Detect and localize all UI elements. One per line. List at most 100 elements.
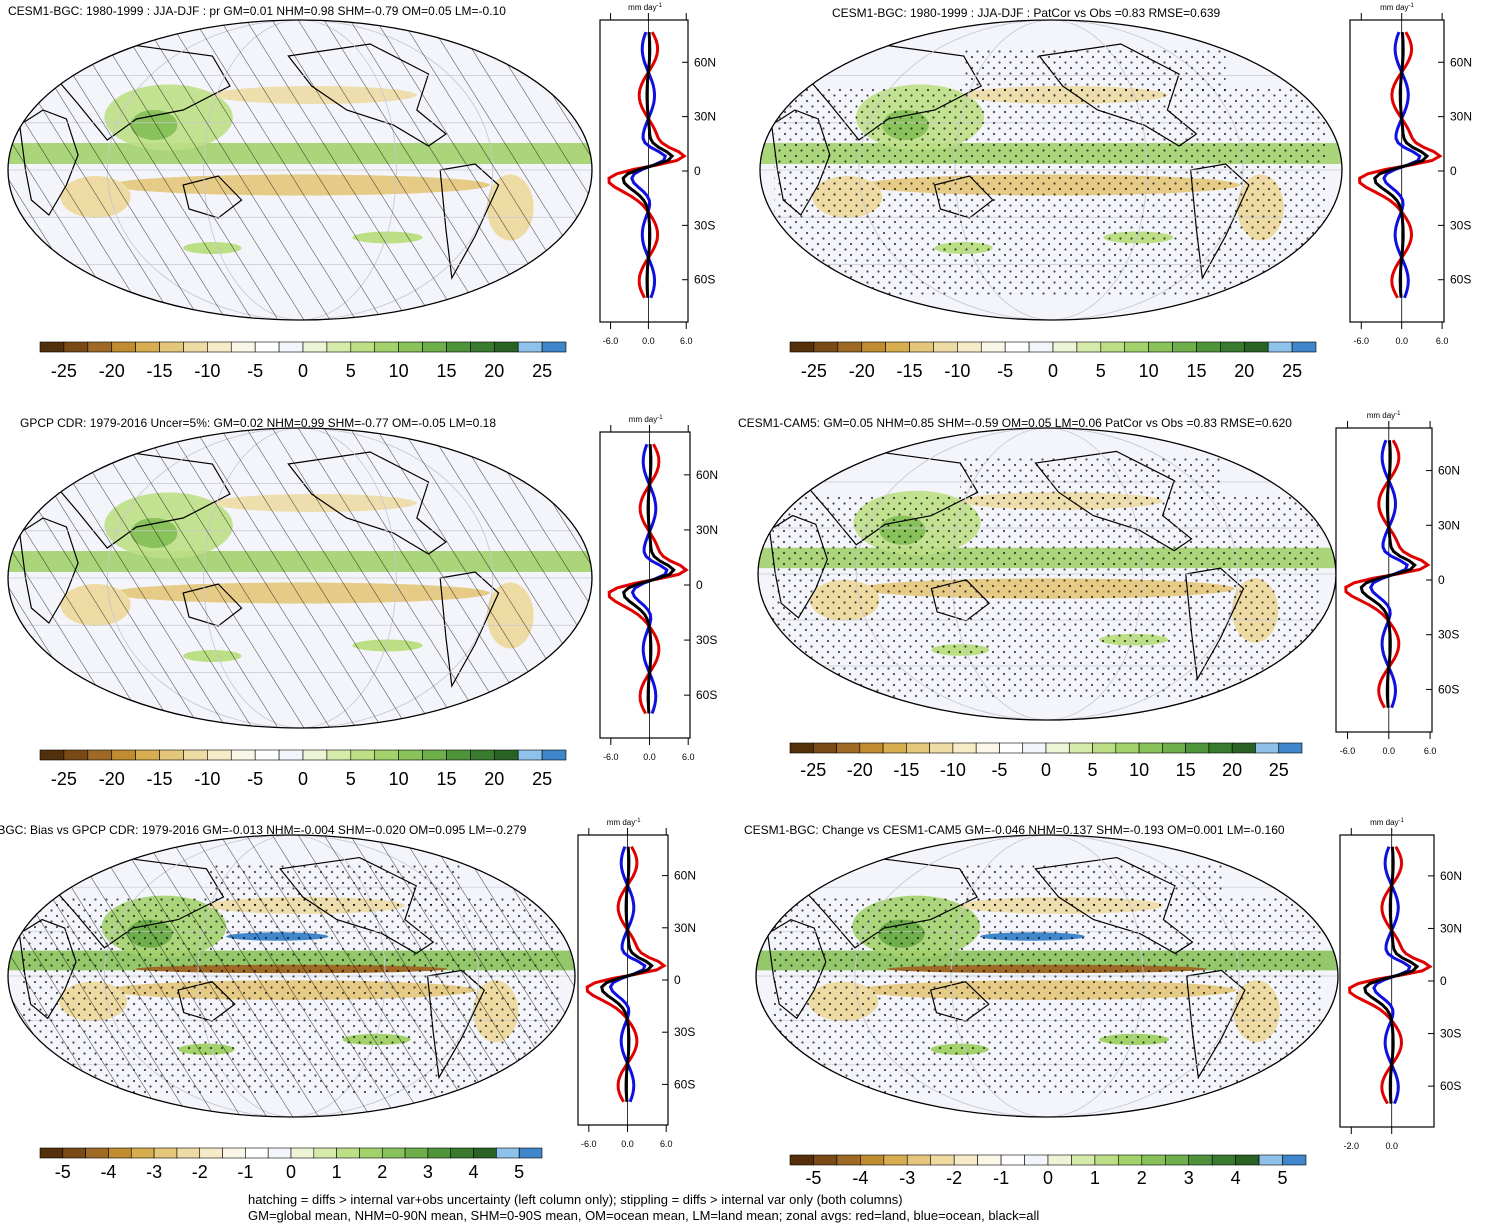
colorbar-swatch (952, 742, 977, 754)
colorbar-swatch (1045, 742, 1070, 754)
lat-label: 30S (1440, 1027, 1461, 1041)
colorbar-swatch (541, 749, 567, 761)
colorbar-swatch (336, 1147, 360, 1159)
panel-title: CESM1-BGC: 1980-1999 : JJA-DJF : PatCor … (832, 6, 1221, 20)
colorbar-label: 2 (1137, 1168, 1147, 1188)
colorbar-swatch (1024, 1154, 1049, 1166)
colorbar-label: -5 (991, 760, 1007, 780)
lat-label: 30S (694, 218, 715, 232)
colorbar-swatch (813, 1154, 838, 1166)
colorbar-label: 20 (1222, 760, 1242, 780)
zonal-frame (599, 19, 689, 323)
colorbar-label: 0 (298, 361, 308, 381)
colorbar-label: -20 (99, 361, 125, 381)
colorbar-swatch (861, 341, 886, 353)
colorbar-swatch (1291, 341, 1317, 353)
colorbar-label: 5 (1278, 1168, 1288, 1188)
stippling-region (959, 863, 1222, 906)
zonal-frame (1335, 427, 1433, 733)
colorbar-swatch (518, 1147, 543, 1159)
colorbar-swatch (812, 742, 837, 754)
colorbar-label: 5 (1096, 361, 1106, 381)
colorbar-label: -15 (897, 361, 923, 381)
colorbar-swatch (267, 1147, 292, 1159)
map-field (756, 835, 1338, 1117)
colorbar-swatch (245, 1147, 269, 1159)
colorbar-swatch (1211, 1154, 1236, 1166)
panel-climatology-bgc-patcor: CESM1-BGC: 1980-1999 : JJA-DJF : PatCor … (750, 0, 1493, 400)
map-field (8, 835, 575, 1117)
colorbar-swatch (470, 341, 495, 353)
map-field (758, 428, 1336, 720)
colorbar-label: -15 (147, 769, 173, 789)
panel-title: CESM1-BGC: 1980-1999 : JJA-DJF : pr GM=0… (8, 4, 506, 18)
colorbar-swatch (87, 749, 113, 761)
colorbar-swatch (1071, 1154, 1096, 1166)
colorbar-swatch (230, 341, 256, 353)
colorbar-swatch (326, 749, 352, 761)
colorbar-swatch (1208, 742, 1233, 754)
lat-label: 30N (1450, 110, 1472, 124)
colorbar-swatch (1258, 1154, 1283, 1166)
lat-label: 60N (696, 468, 718, 482)
colorbar-swatch (789, 341, 815, 353)
lat-label: 60S (694, 273, 715, 287)
zonal-all-line (600, 846, 654, 1102)
zonal-unit-label: mm day-1 (1370, 818, 1404, 827)
colorbar-swatch (374, 749, 399, 761)
colorbar-swatch (381, 1147, 406, 1159)
colorbar-swatch (135, 749, 160, 761)
map-border (7, 19, 593, 321)
colorbar-swatch (207, 749, 232, 761)
colorbar-swatch (63, 749, 89, 761)
colorbar: -25 -20 -15 -10 -5 0 5 10 15 20 25 (789, 341, 1317, 381)
colorbar-swatch (39, 341, 65, 353)
colorbar-swatch (1220, 341, 1245, 353)
lat-label: 30S (696, 633, 717, 647)
colorbar-swatch (1028, 341, 1054, 353)
colorbar-swatch (450, 1147, 474, 1159)
colorbar-label: 10 (1139, 361, 1159, 381)
colorbar-swatch (183, 749, 208, 761)
colorbar-label: 20 (1234, 361, 1254, 381)
lat-label: 0 (1450, 164, 1457, 178)
colorbar-swatch (254, 341, 280, 353)
zonal-x-label: -6.0 (603, 336, 619, 346)
colorbar-swatch (207, 341, 232, 353)
colorbar-label: -10 (194, 769, 220, 789)
zonal-frame (1339, 834, 1435, 1128)
colorbar-swatch (199, 1147, 223, 1159)
colorbar-label: -1 (237, 1162, 253, 1182)
colorbar-label: 0 (1043, 1168, 1053, 1188)
colorbar-swatch (1141, 1154, 1166, 1166)
colorbar-swatch (222, 1147, 246, 1159)
colorbar-label: 5 (346, 769, 356, 789)
map-field (8, 428, 592, 728)
colorbar-swatch (1243, 341, 1269, 353)
colorbar-swatch (836, 742, 861, 754)
zonal-x-label: 0.0 (1385, 1141, 1398, 1151)
colorbar-swatch (473, 1147, 497, 1159)
colorbar-swatch (1047, 1154, 1072, 1166)
panel-change-vs-cam5: CESM1-BGC: Change vs CESM1-CAM5 GM=-0.04… (740, 815, 1493, 1190)
lat-label: 0 (1440, 974, 1447, 988)
colorbar-swatch (882, 742, 907, 754)
colorbar-swatch (159, 749, 184, 761)
colorbar-label: -4 (100, 1162, 116, 1182)
lat-label: 60N (694, 55, 716, 69)
map-border (759, 19, 1343, 321)
colorbar-label: 5 (514, 1162, 524, 1182)
colorbar-swatch (1282, 1154, 1307, 1166)
colorbar-swatch (130, 1147, 155, 1159)
colorbar-label: 0 (1041, 760, 1051, 780)
colorbar-swatch (859, 742, 884, 754)
colorbar-swatch (906, 742, 930, 754)
colorbar-swatch (957, 341, 982, 353)
stippling-overlay (772, 457, 1322, 699)
colorbar-label: -5 (55, 1162, 71, 1182)
lat-label: 30S (1450, 218, 1471, 232)
colorbar-swatch (350, 341, 376, 353)
